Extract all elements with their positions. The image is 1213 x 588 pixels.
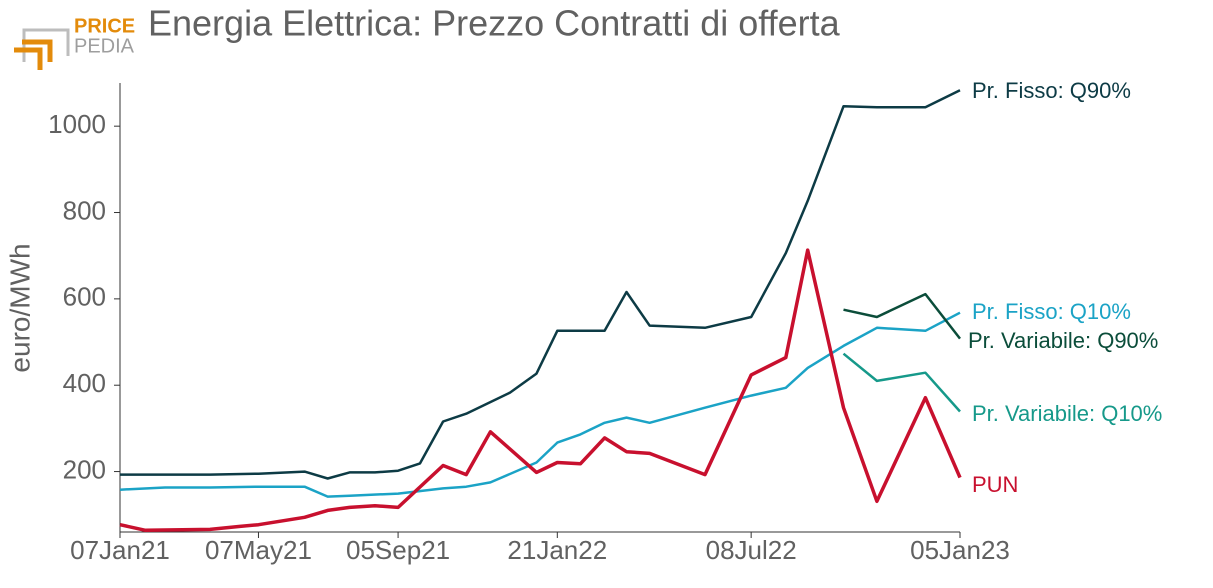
line <box>842 352 961 413</box>
series-label: Pr. Variabile: Q90% <box>968 328 1158 353</box>
logo: PRICE PEDIA <box>14 15 135 70</box>
logo-mark <box>22 39 53 62</box>
logo-text: PEDIA <box>74 35 135 57</box>
x-tick-label: 07May21 <box>205 535 312 565</box>
line <box>120 89 961 480</box>
x-tick-label: 21Jan22 <box>507 535 607 565</box>
series-label: Pr. Fisso: Q10% <box>972 299 1131 324</box>
logo-text: PRICE <box>74 15 135 37</box>
line <box>119 248 962 533</box>
y-tick-label: 600 <box>63 282 106 312</box>
logo-frame <box>22 28 70 62</box>
y-tick-label: 400 <box>63 368 106 398</box>
series-label: Pr. Fisso: Q90% <box>972 78 1131 103</box>
x-tick-label: 05Sep21 <box>346 535 450 565</box>
chart-title: Energia Elettrica: Prezzo Contratti di o… <box>148 3 841 44</box>
line <box>119 311 961 498</box>
series-label: Pr. Variabile: Q10% <box>972 401 1162 426</box>
series-label: PUN <box>972 472 1018 497</box>
line <box>843 292 961 340</box>
x-tick-label: 07Jan21 <box>70 535 170 565</box>
y-tick-label: 1000 <box>48 109 106 139</box>
x-tick-label: 08Jul22 <box>706 535 797 565</box>
y-tick-label: 200 <box>63 454 106 484</box>
y-tick-label: 800 <box>63 195 106 225</box>
logo-mark <box>14 47 43 70</box>
x-tick-label: 05Jan23 <box>910 535 1010 565</box>
y-axis-label: euro/MWh <box>4 243 35 372</box>
